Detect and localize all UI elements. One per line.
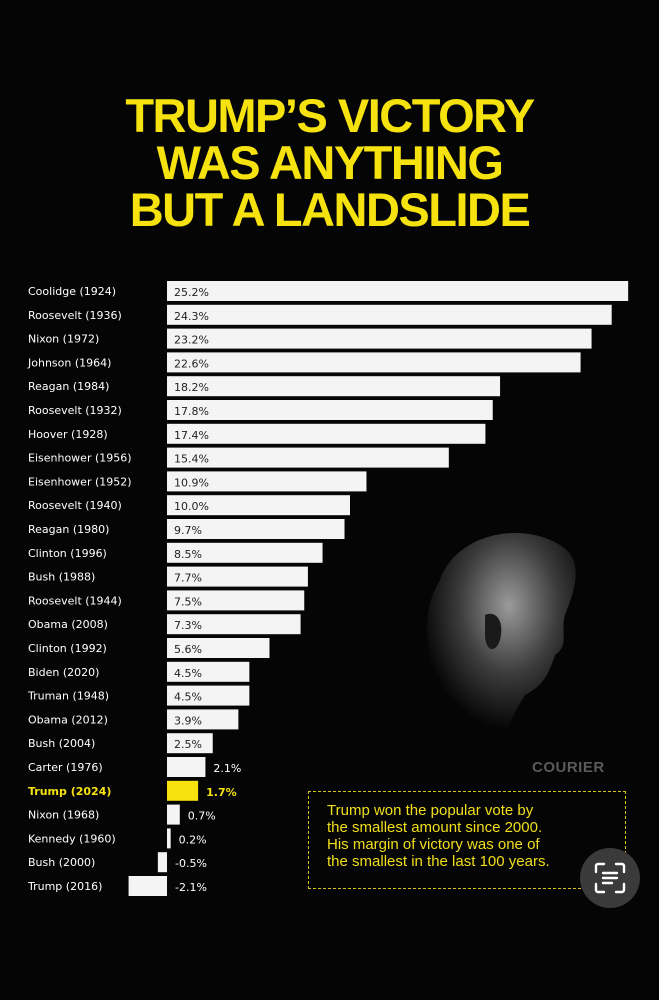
value-label: 4.5% <box>174 667 202 680</box>
value-label: 0.7% <box>188 810 216 823</box>
category-label: Reagan (1980) <box>28 523 109 536</box>
bar <box>157 852 167 873</box>
bar <box>167 281 629 301</box>
bar <box>167 733 213 754</box>
value-label: 10.9% <box>174 476 209 489</box>
category-label: Johnson (1964) <box>27 356 111 369</box>
bar <box>167 780 199 801</box>
category-label: Roosevelt (1944) <box>28 594 122 607</box>
category-label: Obama (2008) <box>28 618 108 631</box>
bar <box>167 590 305 611</box>
category-label: Biden (2020) <box>28 666 99 679</box>
value-label: 9.7% <box>174 524 202 537</box>
callout-line-3: His margin of victory was one of <box>327 836 540 853</box>
bar <box>167 709 239 730</box>
title-line-1: TRUMP’S VICTORY <box>125 89 535 142</box>
category-label: Roosevelt (1940) <box>28 499 122 512</box>
bar <box>167 304 612 325</box>
value-label: 24.3% <box>174 310 209 323</box>
value-label: 5.6% <box>174 643 202 656</box>
category-label: Eisenhower (1952) <box>28 475 132 488</box>
value-label: 23.2% <box>174 334 209 347</box>
value-label: 7.5% <box>174 595 202 608</box>
bar <box>167 614 301 635</box>
category-label: Eisenhower (1956) <box>28 452 132 465</box>
bar <box>167 757 206 777</box>
callout-line-2: the smallest amount since 2000. <box>327 819 543 836</box>
bar <box>128 876 167 896</box>
bar <box>167 495 350 516</box>
title-line-2: WAS ANYTHING <box>156 136 504 189</box>
category-label: Nixon (1972) <box>28 333 99 346</box>
chart-title: TRUMP’S VICTORY WAS ANYTHING BUT A LANDS… <box>0 92 659 233</box>
bar <box>167 685 250 706</box>
lens-scan-icon <box>594 862 626 894</box>
value-label: -2.1% <box>175 881 207 894</box>
category-label: Hoover (1928) <box>28 428 108 441</box>
bar <box>167 519 345 539</box>
category-label: Bush (2004) <box>28 737 95 750</box>
category-label: Bush (2000) <box>28 856 95 869</box>
category-label: Reagan (1984) <box>28 380 109 393</box>
value-label: 2.5% <box>174 738 202 751</box>
bar <box>167 352 581 373</box>
value-label: 8.5% <box>174 548 202 561</box>
value-label: 15.4% <box>174 453 209 466</box>
category-label: Trump (2024) <box>28 785 111 798</box>
value-label: 25.2% <box>174 286 209 299</box>
value-label: 17.8% <box>174 405 209 418</box>
category-label: Kennedy (1960) <box>28 832 116 845</box>
value-label: 4.5% <box>174 691 202 704</box>
value-label: 0.2% <box>179 833 207 846</box>
value-label: 2.1% <box>213 762 241 775</box>
bar <box>167 566 308 587</box>
category-label: Bush (1988) <box>28 571 95 584</box>
category-label: Coolidge (1924) <box>28 285 116 298</box>
bar <box>167 661 250 682</box>
title-line-3: BUT A LANDSLIDE <box>129 183 531 236</box>
value-label: 7.7% <box>174 572 202 585</box>
callout-line-4: the smallest in the last 100 years. <box>327 853 550 870</box>
value-label: 3.9% <box>174 714 202 727</box>
category-label: Clinton (1992) <box>28 642 107 655</box>
value-label: 1.7% <box>206 786 237 799</box>
bar <box>167 471 367 492</box>
value-label: 17.4% <box>174 429 209 442</box>
category-label: Obama (2012) <box>28 713 108 726</box>
category-label: Roosevelt (1932) <box>28 404 122 417</box>
bar <box>167 328 592 349</box>
bar <box>167 804 180 825</box>
value-label: 22.6% <box>174 357 209 370</box>
value-label: 10.0% <box>174 500 209 513</box>
bar <box>167 828 171 849</box>
category-label: Carter (1976) <box>28 761 103 774</box>
bar <box>167 400 493 420</box>
bar <box>167 542 323 563</box>
category-label: Nixon (1968) <box>28 809 99 822</box>
category-label: Clinton (1996) <box>28 547 107 560</box>
category-label: Truman (1948) <box>27 690 109 703</box>
callout-line-1: Trump won the popular vote by <box>327 802 534 819</box>
bar <box>167 423 486 444</box>
callout-box: Trump won the popular vote by the smalle… <box>308 791 626 889</box>
bar <box>167 638 270 658</box>
category-label: Trump (2016) <box>27 880 102 893</box>
category-label: Roosevelt (1936) <box>28 309 122 322</box>
lens-scan-button[interactable] <box>580 848 640 908</box>
value-label: 18.2% <box>174 381 209 394</box>
value-label: 7.3% <box>174 619 202 632</box>
bar <box>167 376 501 397</box>
brand-logo: COURIER <box>532 759 605 776</box>
trump-silhouette-portrait <box>427 532 576 740</box>
value-label: -0.5% <box>175 857 207 870</box>
bar <box>167 447 449 468</box>
